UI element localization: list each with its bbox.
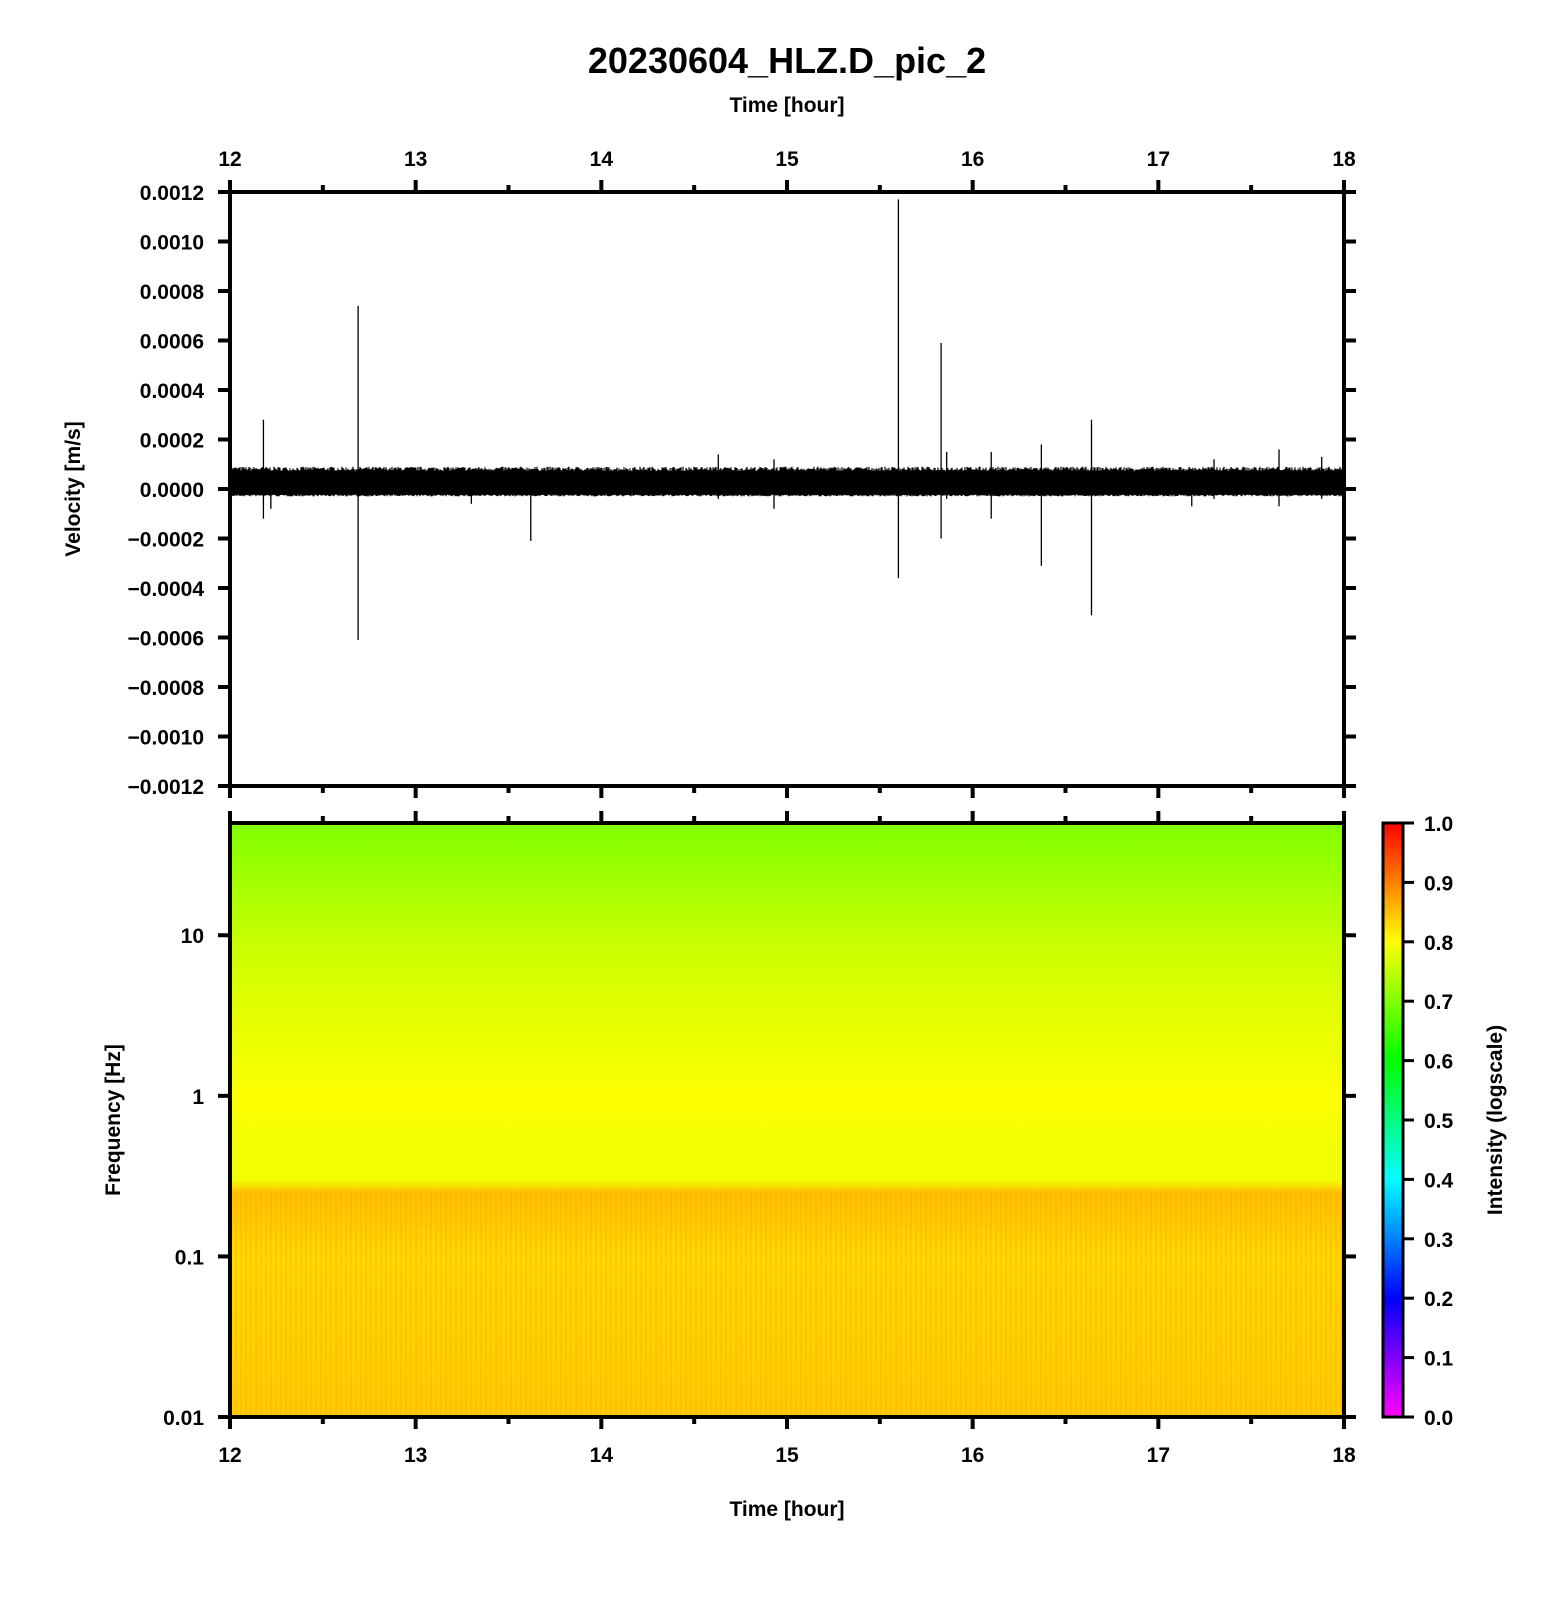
spectrogram-x-tick-label: 18 bbox=[1332, 1444, 1356, 1467]
spectrogram-y-tick-labels: 10 1 0.1 0.01 bbox=[163, 925, 204, 1430]
waveform-x-tick-labels: 12 13 14 15 16 17 18 bbox=[218, 148, 1356, 171]
waveform-panel: 12 13 14 15 16 17 18 0.00120.00100.00080.00060… bbox=[62, 148, 1356, 799]
spectrogram-y-tick-label: 0.1 bbox=[175, 1246, 205, 1269]
bottom-x-axis-label: Time [hour] bbox=[729, 1498, 844, 1521]
spectrogram-y-tick-label: 10 bbox=[181, 925, 204, 948]
colorbar-tick-label: 0.0 bbox=[1424, 1407, 1453, 1430]
waveform-y-tick-label: −0.0006 bbox=[128, 628, 205, 651]
colorbar-tick-label: 0.3 bbox=[1424, 1229, 1453, 1252]
waveform-y-tick-label: 0.0004 bbox=[140, 380, 205, 403]
colorbar-label: Intensity (logscale) bbox=[1484, 1025, 1507, 1215]
colorbar-fill bbox=[1381, 821, 1405, 1419]
spectrogram-x-tick-label: 16 bbox=[961, 1444, 984, 1467]
spectrogram-x-tick-label: 13 bbox=[404, 1444, 427, 1467]
waveform-y-tick-label: 0.0006 bbox=[140, 331, 204, 354]
top-x-axis-label: Time [hour] bbox=[729, 94, 844, 117]
spectrogram-x-tick-label: 14 bbox=[590, 1444, 614, 1467]
colorbar-tick-label: 0.2 bbox=[1424, 1288, 1453, 1311]
waveform-x-tick-label: 14 bbox=[590, 148, 614, 171]
waveform-y-tick-labels: 0.0012 0.0010 0.0008 0.0006 0.0004 0.0002 0.00… bbox=[128, 182, 205, 799]
colorbar-tick-label: 0.5 bbox=[1424, 1110, 1454, 1133]
waveform-y-tick-label: −0.0010 bbox=[128, 727, 205, 750]
waveform-y-tick-label: −0.0008 bbox=[128, 677, 205, 700]
spectrogram-x-tick-label: 12 bbox=[218, 1444, 241, 1467]
colorbar-ticks: 0.0 0.1 0.2 0.3 0.4 0.5 0.6 0.7 0.8 0.9 1.0 bbox=[1403, 813, 1454, 1430]
waveform-y-tick-label: 0.0008 bbox=[140, 281, 205, 304]
colorbar-tick-label: 0.1 bbox=[1424, 1348, 1454, 1371]
waveform-y-tick-label: 0.0000 bbox=[140, 479, 204, 502]
spectrogram-ticks bbox=[218, 811, 1356, 1429]
waveform-trace bbox=[230, 466, 1344, 497]
waveform-x-tick-label: 18 bbox=[1332, 148, 1356, 171]
spectrogram-x-tick-label: 17 bbox=[1147, 1444, 1170, 1467]
waveform-y-axis-label: Velocity [m/s] bbox=[62, 421, 85, 556]
waveform-x-tick-label: 15 bbox=[775, 148, 799, 171]
spectrogram-stripes bbox=[230, 1190, 1344, 1417]
waveform-x-tick-label: 17 bbox=[1147, 148, 1170, 171]
waveform-y-tick-label: −0.0004 bbox=[128, 578, 205, 601]
waveform-y-tick-label: 0.0010 bbox=[140, 232, 204, 255]
spectrogram-y-axis-label: Frequency [Hz] bbox=[102, 1044, 125, 1196]
waveform-noise-band bbox=[230, 466, 1344, 497]
waveform-x-tick-label: 13 bbox=[404, 148, 427, 171]
spectrogram-x-tick-labels: 12 13 14 15 16 17 18 bbox=[218, 1444, 1356, 1467]
colorbar-tick-label: 0.7 bbox=[1424, 991, 1453, 1014]
waveform-y-tick-label: 0.0012 bbox=[140, 182, 204, 205]
colorbar-tick-label: 1.0 bbox=[1424, 813, 1453, 836]
waveform-y-tick-label: −0.0012 bbox=[128, 776, 205, 799]
colorbar-tick-label: 0.8 bbox=[1424, 932, 1454, 955]
colorbar-tick-label: 0.4 bbox=[1424, 1169, 1454, 1192]
colorbar-tick-label: 0.6 bbox=[1424, 1051, 1453, 1074]
colorbar: 0.0 0.1 0.2 0.3 0.4 0.5 0.6 0.7 0.8 0.9 1.0 Intens… bbox=[1381, 813, 1507, 1430]
waveform-ticks bbox=[218, 180, 1356, 798]
spectrogram-y-tick-label: 1 bbox=[192, 1086, 204, 1109]
waveform-x-tick-label: 12 bbox=[218, 148, 241, 171]
waveform-x-tick-label: 16 bbox=[961, 148, 984, 171]
colorbar-tick-label: 0.9 bbox=[1424, 872, 1453, 895]
waveform-y-tick-label: −0.0002 bbox=[128, 529, 205, 552]
chart-title: 20230604_HLZ.D_pic_2 bbox=[588, 40, 986, 81]
waveform-spikes bbox=[262, 199, 1323, 640]
spectrogram-y-tick-label: 0.01 bbox=[163, 1407, 204, 1430]
waveform-y-tick-label: 0.0002 bbox=[140, 430, 204, 453]
spectrogram-x-tick-label: 15 bbox=[775, 1444, 799, 1467]
spectrogram-panel: 12 13 14 15 16 17 18 10 1 0.1 0.01 Frequency [Hz]… bbox=[102, 811, 1356, 1521]
